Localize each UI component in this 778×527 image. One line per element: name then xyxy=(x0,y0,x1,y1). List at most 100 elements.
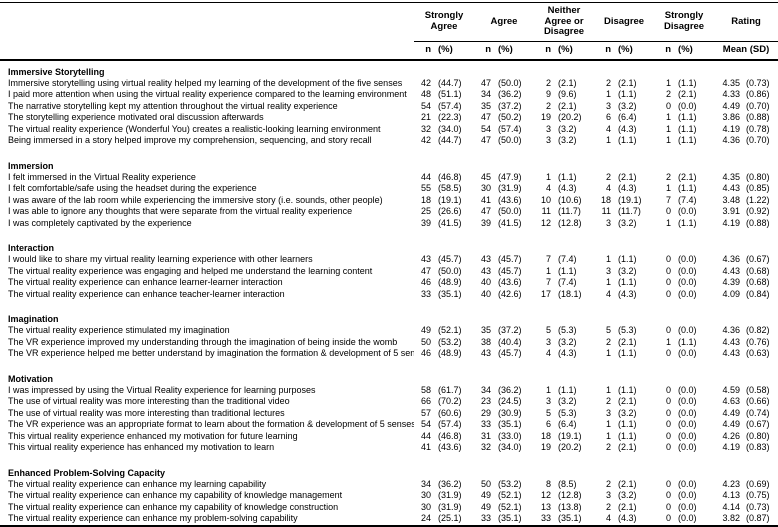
table-row: I was impressed by using the Virtual Rea… xyxy=(0,385,778,397)
item-text: Being immersed in a story helped improve… xyxy=(8,135,372,145)
neither-pct: (19.1) xyxy=(558,430,582,441)
agree-n: 33 xyxy=(480,419,491,429)
disagree-pct: (2.1) xyxy=(618,77,637,88)
mean-value: 4.49 xyxy=(722,100,741,111)
strongly-agree-pct: (22.3) xyxy=(438,112,462,122)
section-header-row: Enhanced Problem-Solving Capacity xyxy=(0,462,778,479)
disagree-pct: (4.3) xyxy=(618,183,637,193)
subheader-n: n xyxy=(534,41,554,61)
agree-pct: (43.6) xyxy=(498,194,522,205)
neither-pct: (8.5) xyxy=(558,478,577,489)
item-text: I was impressed by using the Virtual Rea… xyxy=(8,384,316,395)
table-row: I felt immersed in the Virtual Reality e… xyxy=(0,172,778,184)
sd-value: (0.70) xyxy=(746,100,770,111)
agree-pct: (37.2) xyxy=(498,325,522,335)
strongly-agree-pct: (44.7) xyxy=(438,77,462,88)
strongly-agree-n: 46 xyxy=(420,348,431,358)
disagree-pct: (3.2) xyxy=(618,407,637,418)
disagree-n: 2 xyxy=(606,171,612,182)
neither-pct: (12.8) xyxy=(558,490,582,500)
disagree-n: 2 xyxy=(606,442,612,452)
disagree-n: 11 xyxy=(601,206,612,216)
table-row: The virtual reality experience can enhan… xyxy=(0,289,778,301)
strongly-disagree-n: 1 xyxy=(666,123,672,134)
strongly-disagree-pct: (1.1) xyxy=(678,135,697,145)
strongly-agree-n: 25 xyxy=(420,206,431,216)
agree-pct: (50.0) xyxy=(498,135,522,145)
agree-pct: (41.5) xyxy=(498,217,522,228)
agree-pct: (52.1) xyxy=(498,490,522,500)
neither-n: 12 xyxy=(540,217,551,228)
section-gap xyxy=(0,229,778,237)
strongly-disagree-n: 0 xyxy=(666,442,672,452)
agree-pct: (45.7) xyxy=(498,265,522,276)
disagree-n: 3 xyxy=(606,100,612,111)
strongly-agree-pct: (48.9) xyxy=(438,348,462,358)
agree-n: 35 xyxy=(480,100,491,111)
agree-pct: (42.6) xyxy=(498,288,522,299)
agree-pct: (45.7) xyxy=(498,348,522,358)
item-text: This virtual reality experience has enha… xyxy=(8,442,275,452)
table-row: The narrative storytelling kept my atten… xyxy=(0,101,778,113)
strongly-disagree-n: 0 xyxy=(666,265,672,276)
col-header-strongly-agree: Strongly Agree xyxy=(414,2,474,42)
item-text: The virtual reality experience can enhan… xyxy=(8,288,285,299)
agree-n: 47 xyxy=(480,135,491,145)
disagree-n: 1 xyxy=(606,348,612,358)
strongly-disagree-pct: (1.1) xyxy=(678,217,697,228)
section-title: Motivation xyxy=(8,373,53,384)
sd-value: (0.80) xyxy=(746,430,770,441)
sd-value: (0.88) xyxy=(746,217,770,228)
item-text: The virtual reality experience can enhan… xyxy=(8,478,267,489)
strongly-disagree-n: 1 xyxy=(666,336,672,347)
neither-pct: (5.3) xyxy=(558,407,577,418)
strongly-disagree-n: 0 xyxy=(666,325,672,335)
neither-pct: (20.2) xyxy=(558,112,582,122)
mean-value: 4.59 xyxy=(722,384,741,395)
header-sub-row: n (%) n (%) n (%) n (%) n (%) Mean (SD) xyxy=(0,41,778,61)
disagree-pct: (2.1) xyxy=(618,501,637,512)
section-gap-row xyxy=(0,229,778,237)
neither-pct: (20.2) xyxy=(558,442,582,452)
neither-n: 3 xyxy=(545,123,551,134)
section-header-row: Imagination xyxy=(0,308,778,325)
sd-value: (0.66) xyxy=(746,396,770,406)
section-header-row: Immersive Storytelling xyxy=(0,60,778,78)
strongly-disagree-n: 0 xyxy=(666,407,672,418)
item-text: I felt immersed in the Virtual Reality e… xyxy=(8,171,196,182)
neither-n: 5 xyxy=(545,325,551,335)
strongly-disagree-pct: (1.1) xyxy=(678,183,697,193)
col-header-neither-agree-or-disagree: Neither Agree or Disagree xyxy=(534,2,595,42)
strongly-disagree-n: 0 xyxy=(666,100,672,111)
strongly-disagree-n: 0 xyxy=(666,419,672,429)
strongly-disagree-n: 2 xyxy=(666,171,672,182)
agree-n: 31 xyxy=(480,430,491,441)
sd-value: (0.76) xyxy=(746,336,770,347)
strongly-agree-pct: (51.1) xyxy=(438,89,462,99)
sd-value: (0.69) xyxy=(746,478,770,489)
neither-n: 9 xyxy=(545,89,551,99)
section-gap-row xyxy=(0,454,778,462)
strongly-disagree-n: 0 xyxy=(666,348,672,358)
neither-pct: (35.1) xyxy=(558,513,582,523)
agree-n: 54 xyxy=(480,123,491,134)
table-row: The use of virtual reality was more inte… xyxy=(0,396,778,408)
agree-pct: (50.2) xyxy=(498,112,522,122)
item-text: The virtual reality experience can enhan… xyxy=(8,513,298,523)
agree-pct: (34.0) xyxy=(498,442,522,452)
table-row: The virtual reality experience can enhan… xyxy=(0,490,778,502)
agree-n: 45 xyxy=(480,171,491,182)
table-row: I would like to share my virtual reality… xyxy=(0,254,778,266)
item-text: I felt comfortable/safe using the headse… xyxy=(8,183,257,193)
disagree-pct: (4.3) xyxy=(618,513,637,523)
sd-value: (0.70) xyxy=(746,135,770,145)
sd-value: (0.73) xyxy=(746,77,770,88)
strongly-agree-pct: (46.8) xyxy=(438,430,462,441)
strongly-disagree-pct: (0.0) xyxy=(678,325,697,335)
disagree-n: 3 xyxy=(606,265,612,276)
disagree-n: 2 xyxy=(606,501,612,512)
agree-n: 49 xyxy=(480,501,491,512)
strongly-agree-pct: (36.2) xyxy=(438,478,462,489)
item-text: The VR experience improved my understand… xyxy=(8,336,398,347)
sd-value: (0.85) xyxy=(746,183,770,193)
